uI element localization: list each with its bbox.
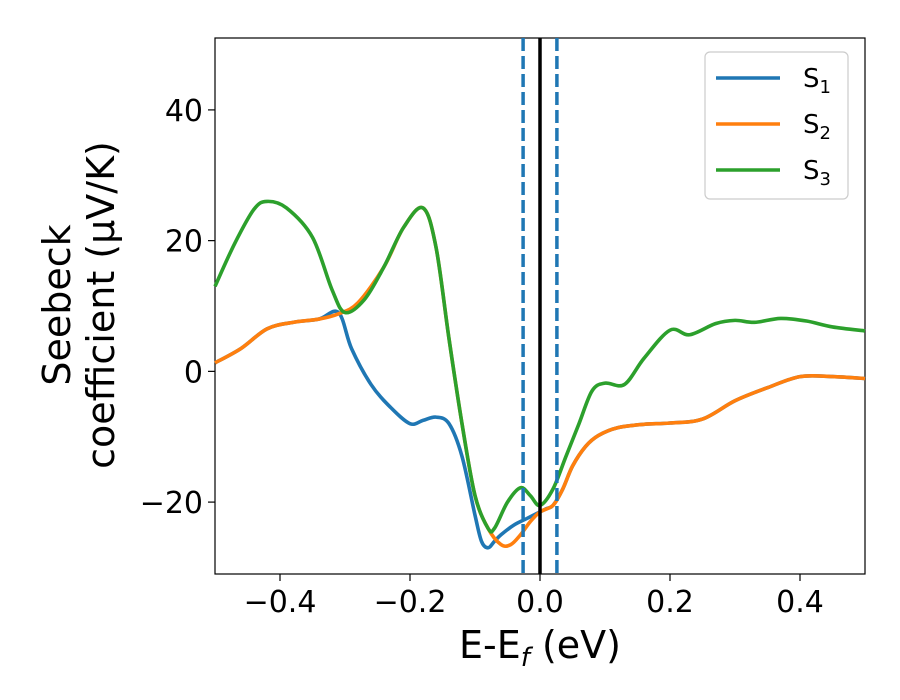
x-tick-label: −0.2 <box>374 585 447 620</box>
y-tick-label: 0 <box>184 355 203 390</box>
y-axis-title-line1: Seebeck <box>35 224 79 385</box>
series-line-s2 <box>214 205 866 549</box>
legend-label-s1: S1 <box>803 64 831 98</box>
x-axis-ticks: −0.4 −0.2 0.0 0.2 0.4 <box>244 574 824 620</box>
series-line-s3 <box>213 199 866 534</box>
x-tick-label: 0.4 <box>776 585 824 620</box>
legend-label-s2: S2 <box>803 110 831 144</box>
legend: S1 S2 S3 <box>704 51 849 200</box>
plot-area: −0.4 −0.2 0.0 0.2 0.4 −20 0 20 40 <box>140 37 866 620</box>
x-tick-label: 0.0 <box>516 585 564 620</box>
x-axis-title-unit: (eV) <box>530 623 621 667</box>
x-axis-title: E-Ef (eV) <box>459 623 621 673</box>
y-axis-title: Seebeck coefficient (μV/K) <box>35 141 123 469</box>
y-tick-label: 20 <box>165 225 203 260</box>
x-tick-label: 0.2 <box>646 585 694 620</box>
series-lines <box>213 199 866 550</box>
legend-label-s3: S3 <box>803 156 831 190</box>
y-tick-label: 40 <box>165 94 203 129</box>
vertical-reference-lines <box>521 38 559 574</box>
x-tick-label: −0.4 <box>244 585 317 620</box>
y-tick-label: −20 <box>140 486 203 521</box>
y-axis-ticks: −20 0 20 40 <box>140 94 215 521</box>
x-axis-title-main: E-E <box>459 623 521 667</box>
y-axis-title-line2: coefficient (μV/K) <box>79 141 123 469</box>
legend-items: S1 S2 S3 <box>716 64 831 190</box>
